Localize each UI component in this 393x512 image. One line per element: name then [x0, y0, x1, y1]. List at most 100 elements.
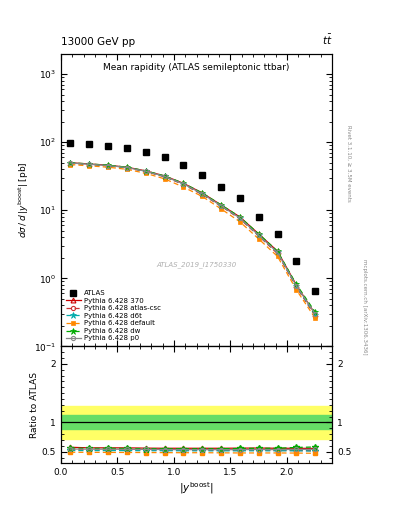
Pythia 6.428 d6t	[275, 249, 280, 255]
Text: mcplots.cern.ch [arXiv:1306.3436]: mcplots.cern.ch [arXiv:1306.3436]	[362, 260, 367, 355]
Pythia 6.428 d6t	[143, 168, 148, 174]
Pythia 6.428 atlas-csc	[125, 165, 129, 171]
Pythia 6.428 default	[125, 166, 129, 173]
Pythia 6.428 p0	[275, 249, 280, 255]
ATLAS	[162, 154, 167, 160]
Pythia 6.428 default	[313, 315, 318, 321]
Line: Pythia 6.428 d6t: Pythia 6.428 d6t	[67, 160, 318, 318]
Pythia 6.428 atlas-csc	[294, 284, 299, 290]
Pythia 6.428 default	[106, 164, 110, 170]
Pythia 6.428 dw	[87, 161, 92, 167]
Pythia 6.428 p0	[181, 181, 185, 187]
Pythia 6.428 d6t	[125, 164, 129, 170]
Pythia 6.428 370	[68, 160, 73, 166]
Pythia 6.428 370	[181, 180, 185, 186]
ATLAS	[294, 258, 299, 264]
Pythia 6.428 d6t	[237, 215, 242, 221]
Pythia 6.428 370	[294, 282, 299, 288]
Pythia 6.428 dw	[106, 162, 110, 168]
Pythia 6.428 d6t	[68, 160, 73, 166]
Text: ATLAS_2019_I1750330: ATLAS_2019_I1750330	[156, 261, 237, 268]
Pythia 6.428 default	[181, 184, 185, 190]
Text: 13000 GeV pp: 13000 GeV pp	[61, 37, 135, 47]
Pythia 6.428 370	[219, 202, 223, 208]
Pythia 6.428 default	[87, 163, 92, 169]
Pythia 6.428 p0	[200, 190, 204, 197]
Pythia 6.428 p0	[143, 168, 148, 174]
Pythia 6.428 370	[87, 161, 92, 167]
Pythia 6.428 370	[237, 214, 242, 220]
ATLAS	[313, 288, 318, 294]
Pythia 6.428 dw	[294, 281, 299, 287]
Line: Pythia 6.428 p0: Pythia 6.428 p0	[68, 161, 317, 316]
Pythia 6.428 d6t	[200, 190, 204, 197]
Pythia 6.428 dw	[313, 309, 318, 315]
Pythia 6.428 atlas-csc	[237, 216, 242, 222]
Text: $t\bar{t}$: $t\bar{t}$	[321, 33, 332, 47]
Pythia 6.428 d6t	[106, 162, 110, 168]
Line: Pythia 6.428 atlas-csc: Pythia 6.428 atlas-csc	[68, 161, 317, 318]
ATLAS	[125, 145, 129, 151]
ATLAS	[87, 141, 92, 147]
Pythia 6.428 dw	[181, 180, 185, 186]
Pythia 6.428 default	[237, 219, 242, 225]
Pythia 6.428 d6t	[313, 312, 318, 318]
Pythia 6.428 dw	[143, 168, 148, 174]
Pythia 6.428 default	[143, 170, 148, 176]
Pythia 6.428 default	[68, 161, 73, 167]
Pythia 6.428 dw	[219, 202, 223, 208]
Pythia 6.428 atlas-csc	[219, 203, 223, 209]
Pythia 6.428 d6t	[256, 232, 261, 238]
Pythia 6.428 dw	[275, 248, 280, 254]
Pythia 6.428 default	[162, 176, 167, 182]
Pythia 6.428 p0	[237, 215, 242, 221]
ATLAS	[181, 162, 185, 168]
ATLAS	[219, 184, 223, 190]
Pythia 6.428 370	[313, 311, 318, 317]
Y-axis label: Ratio to ATLAS: Ratio to ATLAS	[30, 372, 39, 438]
Line: Pythia 6.428 default: Pythia 6.428 default	[68, 162, 317, 320]
Line: ATLAS: ATLAS	[67, 140, 318, 294]
ATLAS	[143, 148, 148, 155]
Y-axis label: $d\sigma\,/\,d\,|y^{\rm boost}|$ [pb]: $d\sigma\,/\,d\,|y^{\rm boost}|$ [pb]	[17, 162, 31, 239]
ATLAS	[200, 172, 204, 178]
Text: Rivet 3.1.10, ≥ 3.5M events: Rivet 3.1.10, ≥ 3.5M events	[346, 125, 351, 202]
Pythia 6.428 dw	[237, 214, 242, 220]
Pythia 6.428 atlas-csc	[200, 191, 204, 198]
Line: Pythia 6.428 370: Pythia 6.428 370	[68, 160, 318, 316]
Pythia 6.428 p0	[256, 232, 261, 238]
Pythia 6.428 dw	[125, 164, 129, 170]
Text: Mean rapidity (ATLAS semileptonic ttbar): Mean rapidity (ATLAS semileptonic ttbar)	[103, 62, 290, 72]
Pythia 6.428 d6t	[162, 174, 167, 180]
Pythia 6.428 370	[256, 231, 261, 237]
Pythia 6.428 370	[162, 173, 167, 179]
Pythia 6.428 default	[275, 253, 280, 260]
Pythia 6.428 default	[294, 287, 299, 293]
Pythia 6.428 d6t	[219, 203, 223, 209]
ATLAS	[237, 195, 242, 201]
Pythia 6.428 dw	[162, 173, 167, 179]
Pythia 6.428 p0	[125, 164, 129, 170]
Pythia 6.428 370	[125, 164, 129, 170]
Pythia 6.428 p0	[68, 160, 73, 166]
Pythia 6.428 p0	[313, 311, 318, 317]
Pythia 6.428 atlas-csc	[313, 313, 318, 319]
Pythia 6.428 p0	[162, 174, 167, 180]
Pythia 6.428 370	[275, 248, 280, 254]
Pythia 6.428 dw	[68, 160, 73, 166]
Pythia 6.428 atlas-csc	[87, 161, 92, 167]
Pythia 6.428 d6t	[87, 161, 92, 167]
Pythia 6.428 atlas-csc	[275, 251, 280, 257]
Bar	[61, 415, 332, 430]
Pythia 6.428 atlas-csc	[143, 168, 148, 175]
ATLAS	[275, 231, 280, 237]
Pythia 6.428 dw	[200, 190, 204, 196]
Bar	[61, 406, 332, 439]
Pythia 6.428 d6t	[294, 283, 299, 289]
Pythia 6.428 atlas-csc	[162, 174, 167, 180]
Pythia 6.428 default	[200, 194, 204, 200]
Pythia 6.428 370	[200, 190, 204, 196]
Pythia 6.428 370	[106, 162, 110, 168]
X-axis label: $|y^{\rm boost}|$: $|y^{\rm boost}|$	[179, 480, 214, 496]
Pythia 6.428 p0	[294, 283, 299, 289]
